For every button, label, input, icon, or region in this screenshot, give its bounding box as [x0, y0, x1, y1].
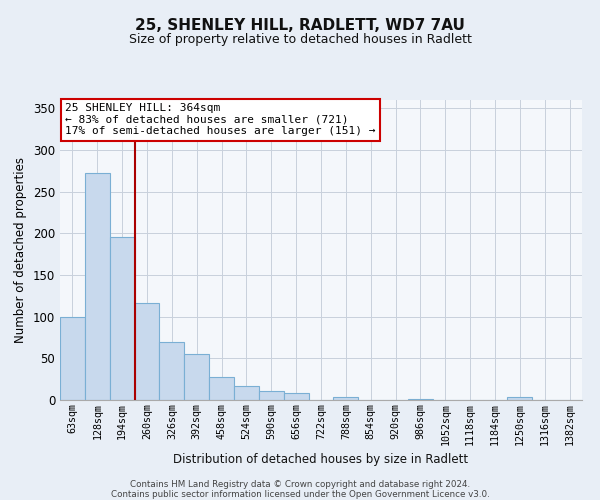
Text: Contains HM Land Registry data © Crown copyright and database right 2024.: Contains HM Land Registry data © Crown c… — [130, 480, 470, 489]
Text: Size of property relative to detached houses in Radlett: Size of property relative to detached ho… — [128, 32, 472, 46]
Bar — [184, 354, 209, 400]
Bar — [508, 396, 532, 400]
Bar — [134, 304, 160, 400]
Bar — [334, 396, 358, 400]
Y-axis label: Number of detached properties: Number of detached properties — [14, 157, 28, 343]
Bar — [408, 399, 433, 400]
Text: 25, SHENLEY HILL, RADLETT, WD7 7AU: 25, SHENLEY HILL, RADLETT, WD7 7AU — [135, 18, 465, 32]
Bar — [209, 376, 234, 400]
Bar — [234, 386, 259, 400]
Bar — [110, 236, 134, 400]
Bar — [160, 342, 184, 400]
Bar — [259, 391, 284, 400]
Bar — [60, 316, 85, 400]
Bar — [85, 174, 110, 400]
Text: Distribution of detached houses by size in Radlett: Distribution of detached houses by size … — [173, 452, 469, 466]
Text: 25 SHENLEY HILL: 364sqm
← 83% of detached houses are smaller (721)
17% of semi-d: 25 SHENLEY HILL: 364sqm ← 83% of detache… — [65, 103, 376, 136]
Text: Contains public sector information licensed under the Open Government Licence v3: Contains public sector information licen… — [110, 490, 490, 499]
Bar — [284, 394, 308, 400]
